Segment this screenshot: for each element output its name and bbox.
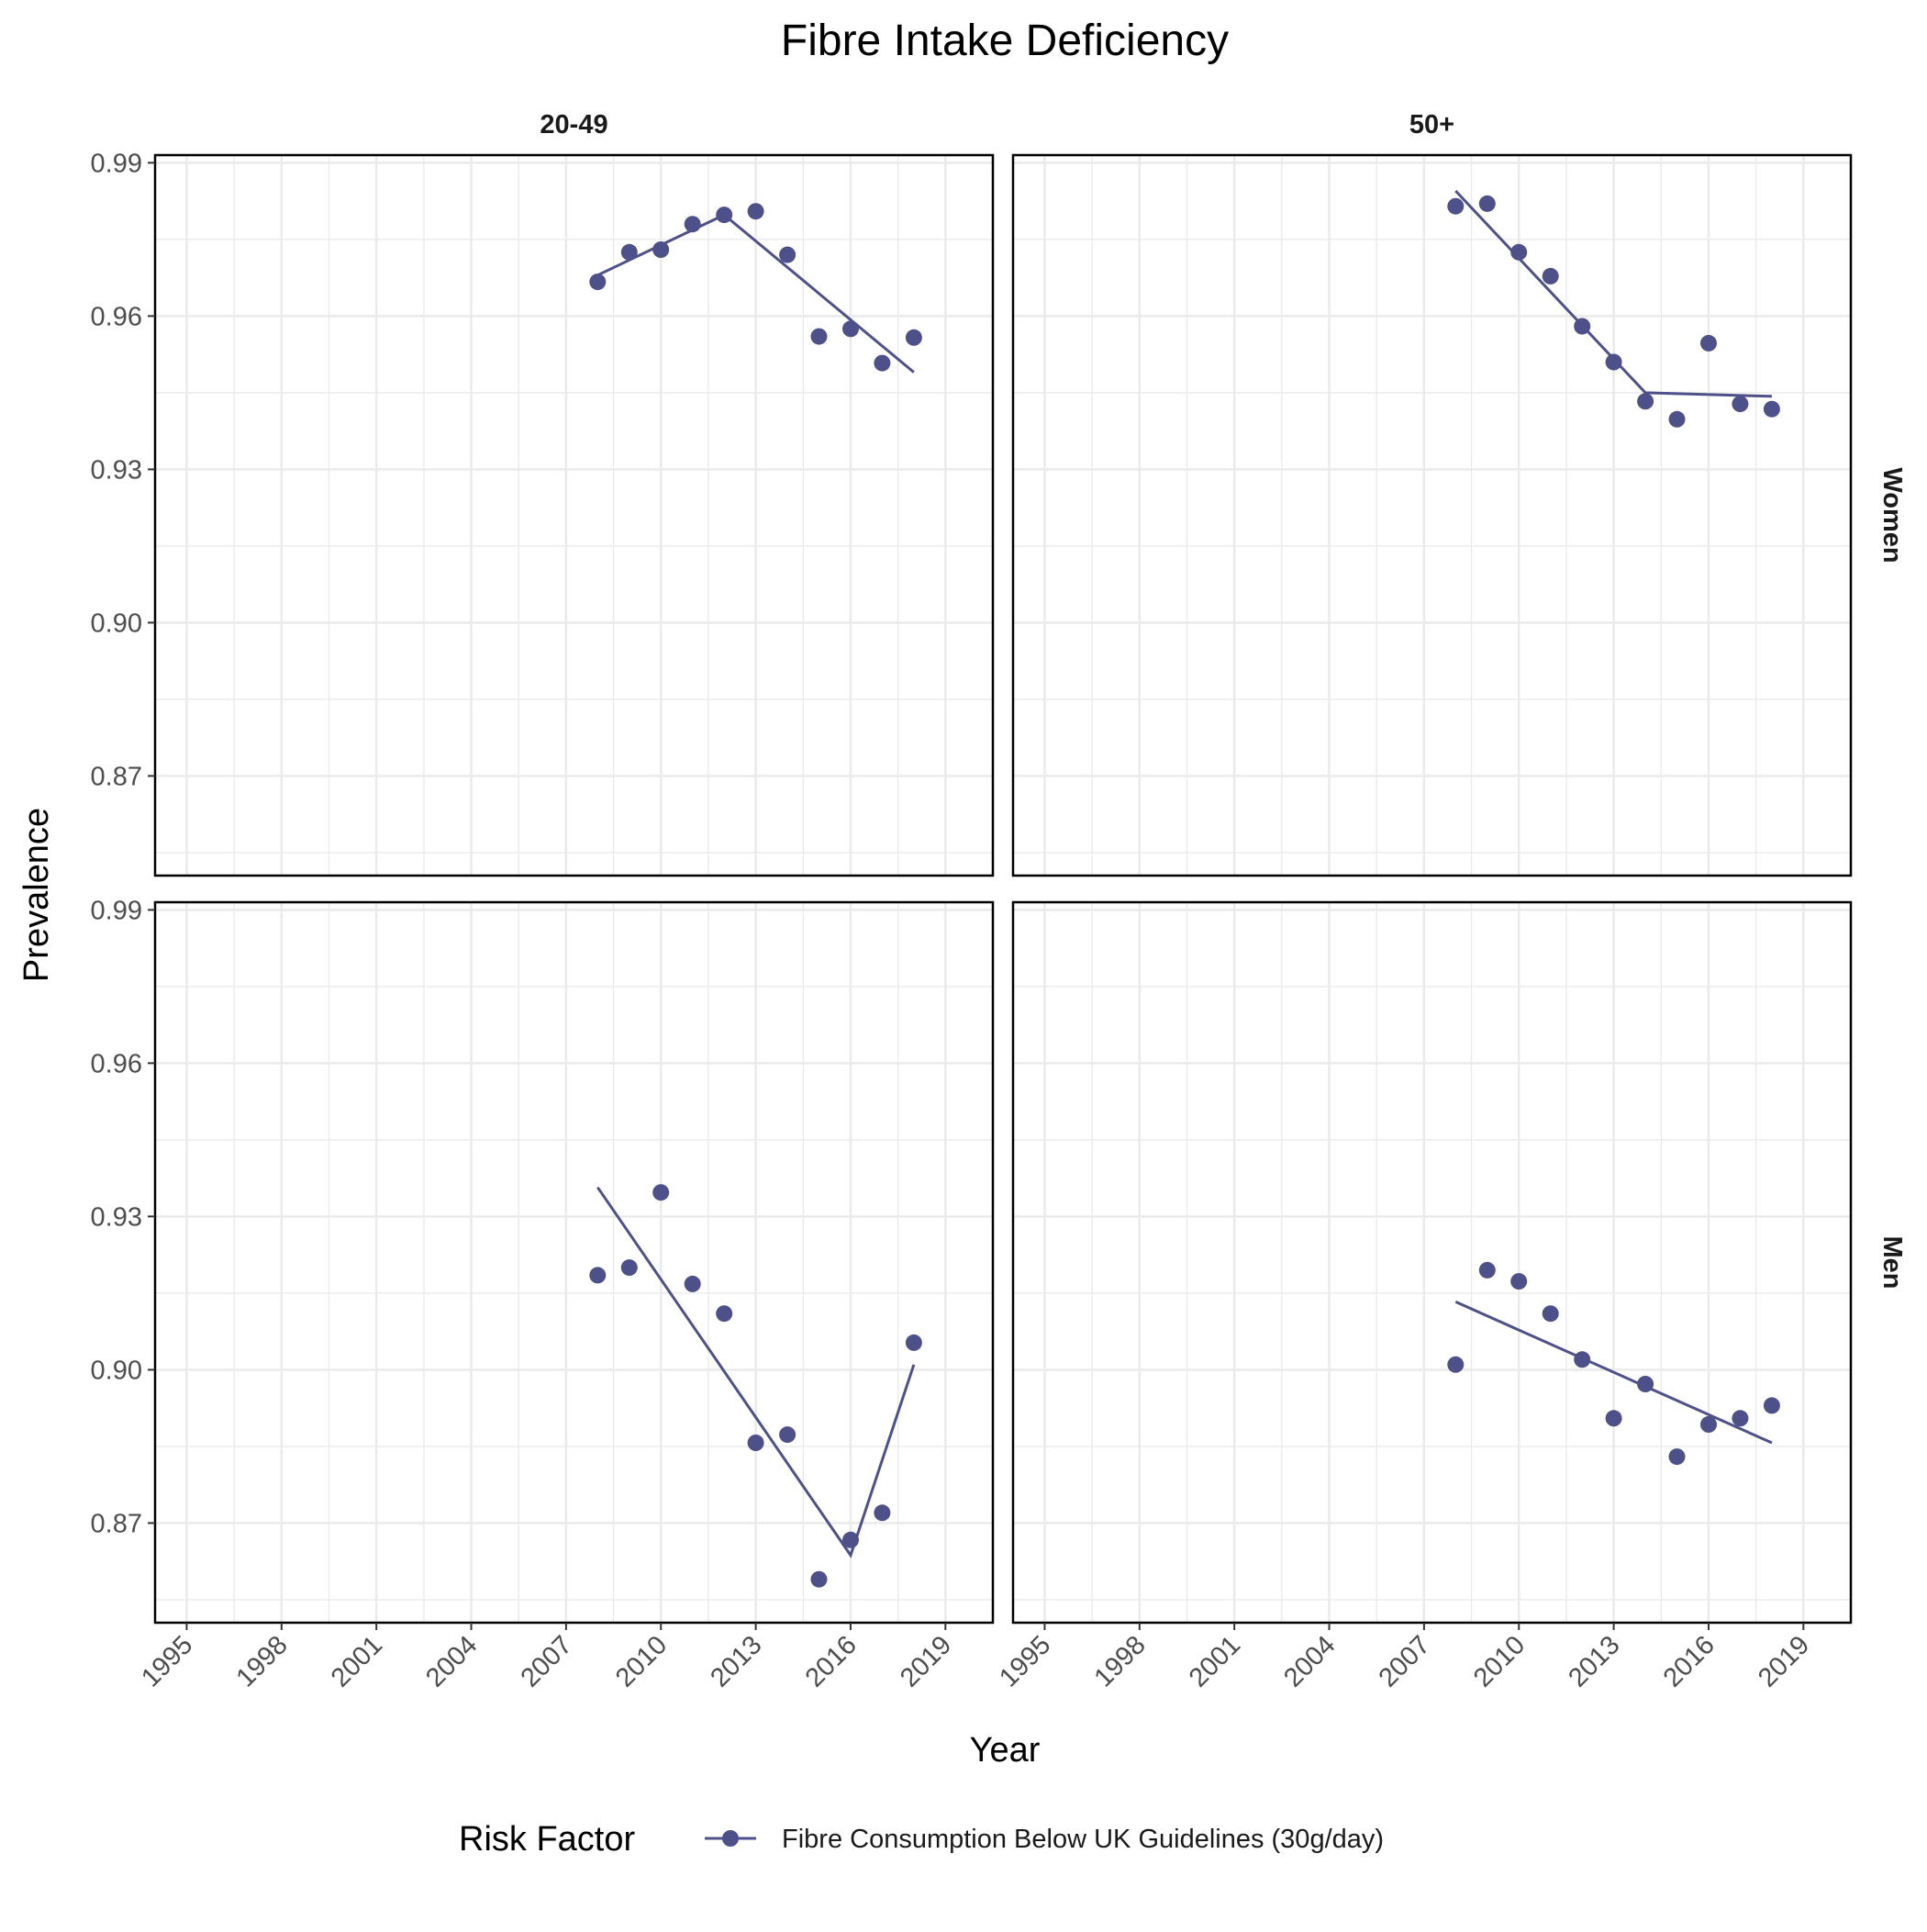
data-point	[1542, 1305, 1559, 1323]
panel-20-49-women: 20-49 0.87 0.90 0.93 0.96 0.99	[91, 110, 995, 877]
x-tick-label: 2016	[1658, 1630, 1721, 1692]
y-tick-label: 0.90	[91, 609, 142, 638]
x-tick-label: 1995	[136, 1630, 198, 1692]
facet-column-label: 20-49	[540, 110, 607, 140]
data-point	[684, 1275, 701, 1292]
panel-50+-men: Men 1995 1998 2001 2004 2007 2010 2013 2016 2019	[994, 900, 1907, 1693]
legend-title: Risk Factor	[459, 1820, 635, 1859]
data-point	[589, 274, 607, 291]
data-point	[589, 1267, 607, 1284]
data-point	[1510, 243, 1528, 261]
panel-20-49-men: 0.87 0.90 0.93 0.96 0.99 1995 1998 2001 2004 2007…	[91, 896, 995, 1693]
data-point	[905, 1334, 922, 1351]
y-tick-label: 0.99	[91, 896, 142, 925]
y-tick-label: 0.87	[91, 1509, 142, 1538]
legend-entry-label: Fibre Consumption Below UK Guidelines (3…	[782, 1825, 1384, 1854]
panel-border	[1011, 153, 1853, 877]
x-tick-label: 2007	[1374, 1630, 1436, 1692]
data-point	[1447, 197, 1465, 215]
facet-row-label: Men	[1877, 1236, 1907, 1290]
legend: Risk Factor Fibre Consumption Below UK G…	[459, 1820, 1384, 1859]
x-tick-label: 2019	[895, 1630, 957, 1692]
data-point	[684, 216, 701, 233]
x-tick-label: 2013	[705, 1630, 767, 1692]
y-tick-label: 0.96	[91, 302, 142, 331]
x-tick-label: 2010	[1468, 1630, 1531, 1692]
y-tick-label: 0.87	[91, 762, 142, 791]
data-point	[842, 1531, 859, 1548]
data-point	[1763, 1397, 1780, 1414]
data-point	[1574, 1351, 1591, 1368]
x-tick-label: 2010	[610, 1630, 673, 1692]
chart-title: Fibre Intake Deficiency	[781, 17, 1229, 65]
data-point	[747, 203, 764, 220]
data-point	[652, 241, 670, 258]
data-point	[779, 246, 796, 263]
data-point	[905, 329, 922, 346]
x-tick-label: 2004	[420, 1630, 483, 1692]
legend-point-swatch	[722, 1830, 739, 1847]
data-point	[842, 320, 859, 338]
x-tick-label: 2004	[1278, 1630, 1341, 1692]
data-point	[747, 1435, 764, 1451]
panel-border	[153, 153, 995, 877]
data-point	[716, 207, 733, 224]
data-point	[1700, 334, 1717, 352]
x-tick-label: 1998	[231, 1630, 294, 1692]
x-tick-label: 2001	[1184, 1630, 1246, 1692]
trend-line	[596, 1186, 916, 1558]
x-tick-label: 1998	[1089, 1630, 1152, 1692]
x-axis-label: Year	[970, 1731, 1041, 1770]
data-point	[1732, 1410, 1749, 1427]
data-point	[1478, 195, 1496, 212]
data-point	[1605, 1410, 1622, 1427]
data-point	[1447, 1356, 1465, 1373]
panel-border	[1011, 900, 1853, 1625]
data-point	[652, 1184, 670, 1201]
y-axis-label: Prevalence	[17, 808, 56, 982]
trend-line	[1454, 1301, 1773, 1445]
panel-50+-women: 50+ Women	[1011, 110, 1907, 877]
data-point	[620, 243, 638, 261]
data-point	[1637, 1376, 1654, 1392]
data-point	[1574, 318, 1591, 335]
x-tick-label: 2007	[516, 1630, 578, 1692]
data-point	[1700, 1416, 1717, 1433]
data-point	[1605, 353, 1622, 371]
data-point	[810, 1570, 828, 1588]
x-tick-label: 2016	[800, 1630, 863, 1692]
y-tick-label: 0.90	[91, 1356, 142, 1385]
x-tick-label: 2019	[1753, 1630, 1815, 1692]
x-tick-label: 1995	[994, 1630, 1056, 1692]
facet-column-label: 50+	[1409, 110, 1454, 140]
data-point	[1763, 400, 1780, 418]
data-point	[1668, 1448, 1686, 1466]
y-tick-label: 0.96	[91, 1049, 142, 1078]
x-tick-label: 2001	[326, 1630, 388, 1692]
data-point	[1668, 410, 1686, 428]
data-point	[716, 1305, 733, 1323]
panel-border	[153, 900, 995, 1625]
data-point	[1542, 267, 1559, 285]
y-tick-label: 0.93	[91, 455, 142, 485]
x-tick-label: 2013	[1563, 1630, 1625, 1692]
y-tick-label: 0.99	[91, 149, 142, 178]
data-point	[874, 1504, 891, 1522]
data-point	[779, 1426, 796, 1444]
data-point	[874, 354, 891, 372]
y-tick-label: 0.93	[91, 1202, 142, 1232]
data-point	[810, 328, 828, 345]
data-point	[1637, 393, 1654, 410]
data-point	[1732, 396, 1749, 413]
data-point	[1478, 1261, 1496, 1279]
facet-row-label: Women	[1877, 467, 1907, 563]
data-point	[1510, 1273, 1528, 1290]
data-point	[620, 1259, 638, 1277]
facet-panels: 20-49 0.87 0.90 0.93 0.96 0.99 50+ Women 0.87 0.9…	[91, 110, 1907, 1693]
